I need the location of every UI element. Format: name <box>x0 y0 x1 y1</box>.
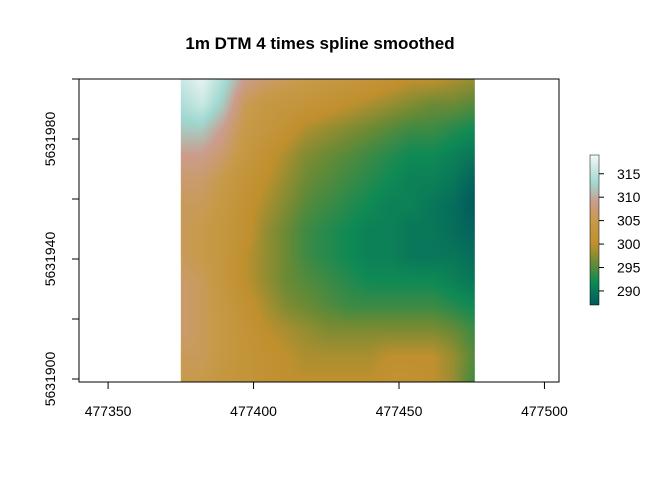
legend-colorbar <box>590 155 599 305</box>
y-tick-label: 5631940 <box>42 232 58 287</box>
x-tick-label: 477500 <box>521 403 568 419</box>
raster-layer <box>180 79 475 382</box>
chart-title: 1m DTM 4 times spline smoothed <box>185 34 454 53</box>
x-tick-label: 477350 <box>85 403 132 419</box>
legend-tick-label: 315 <box>617 166 641 182</box>
x-tick-label: 477450 <box>376 403 423 419</box>
legend-tick-label: 290 <box>617 283 641 299</box>
legend-frame <box>589 154 600 306</box>
color-legend: 290 295 300 305 310 315 <box>589 154 641 306</box>
x-tick-label: 477400 <box>230 403 277 419</box>
legend-tick-label: 305 <box>617 213 641 229</box>
y-axis: 5631900 5631940 5631980 <box>42 78 80 407</box>
legend-tick-label: 300 <box>617 236 641 252</box>
legend-ticks: 290 295 300 305 310 315 <box>589 154 641 306</box>
y-tick-label: 5631980 <box>42 112 58 167</box>
raster-image <box>180 79 475 382</box>
x-axis: 477350 477400 477450 477500 <box>85 381 568 419</box>
y-tick-label: 5631900 <box>42 352 58 407</box>
legend-tick-label: 295 <box>617 260 641 276</box>
legend-tick-label: 310 <box>617 189 641 205</box>
